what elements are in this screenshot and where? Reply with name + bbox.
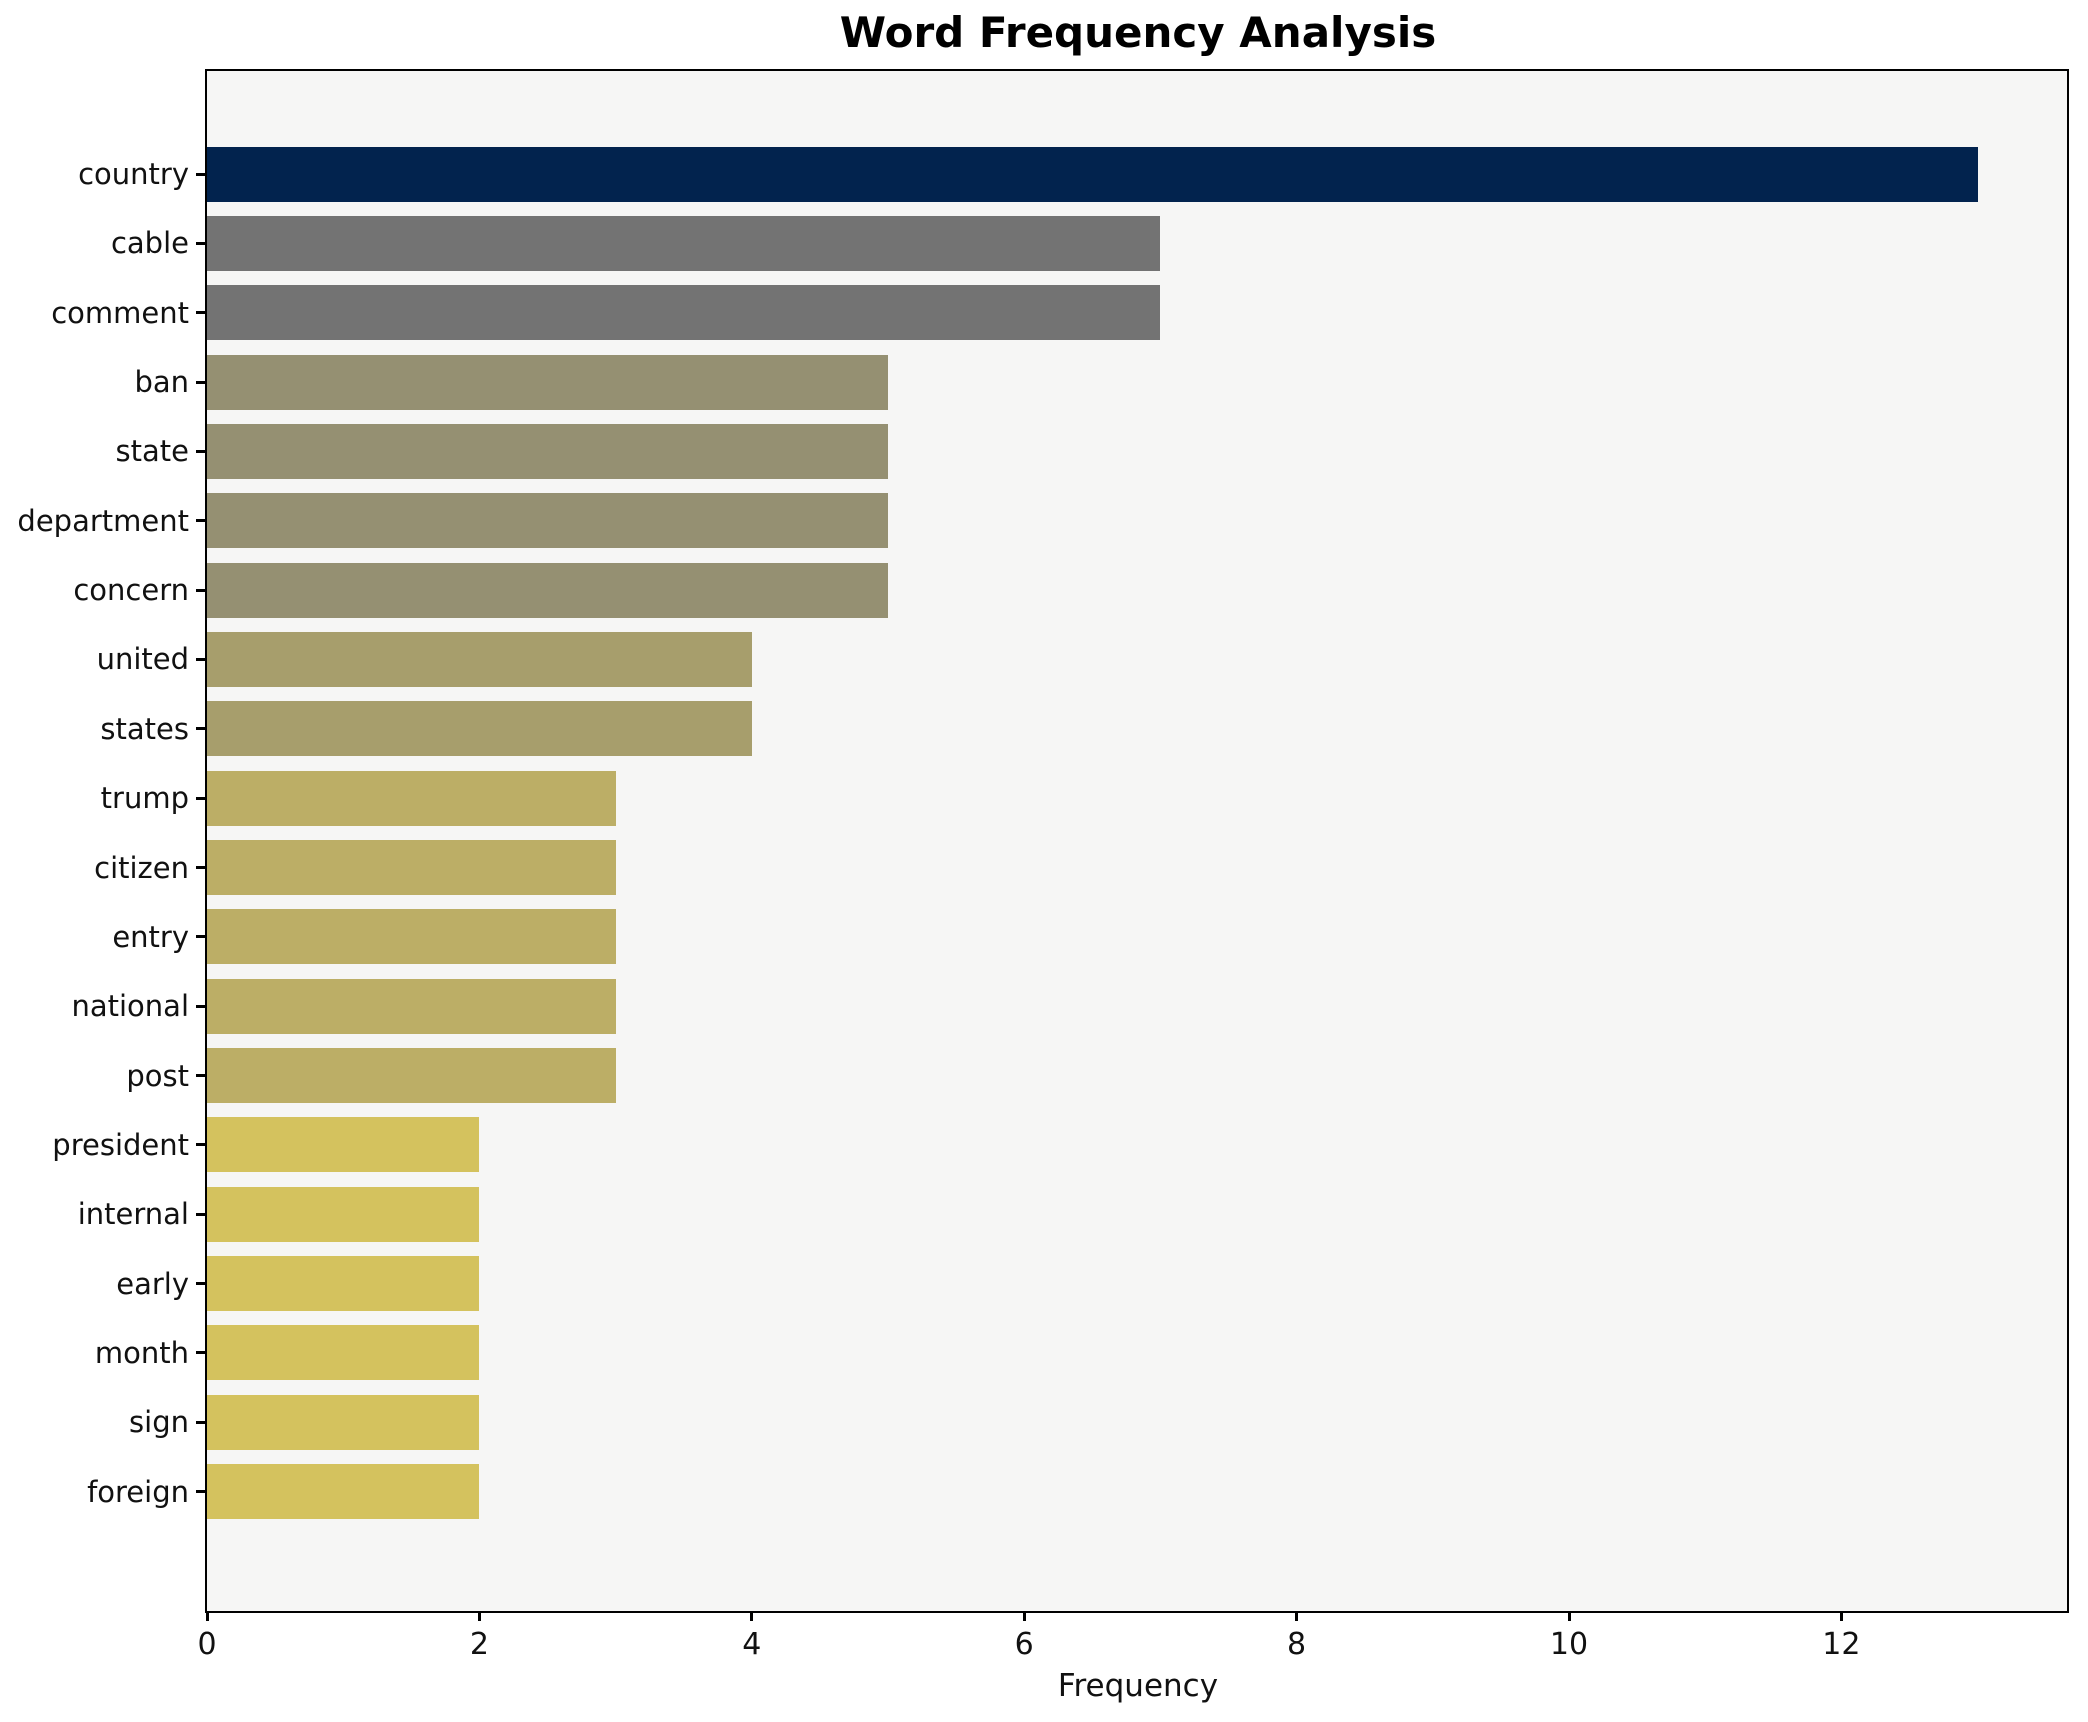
- bar-entry: [207, 909, 616, 965]
- x-tick-label-12: 12: [1822, 1627, 1861, 1662]
- y-tick-label-concern: concern: [73, 573, 189, 608]
- bar-month: [207, 1325, 480, 1381]
- bar-trump: [207, 770, 616, 826]
- y-tick-label-president: president: [52, 1127, 189, 1162]
- y-tick-early: [196, 1282, 205, 1286]
- y-tick-label-month: month: [94, 1335, 189, 1370]
- x-tick-10: [1567, 1611, 1571, 1621]
- y-tick-label-department: department: [17, 503, 189, 538]
- y-tick-label-united: united: [96, 642, 189, 677]
- bar-state: [207, 423, 888, 479]
- x-tick-4: [750, 1611, 754, 1621]
- y-tick-label-cable: cable: [110, 226, 189, 261]
- plot-area: [205, 69, 2069, 1613]
- y-tick-states: [196, 727, 205, 731]
- y-tick-label-trump: trump: [100, 781, 189, 816]
- bar-early: [207, 1256, 480, 1312]
- y-tick-country: [196, 172, 205, 176]
- x-tick-6: [1022, 1611, 1026, 1621]
- bar-ban: [207, 354, 888, 410]
- bar-citizen: [207, 840, 616, 895]
- y-tick-ban: [196, 380, 205, 384]
- bar-internal: [207, 1186, 480, 1242]
- bar-president: [207, 1117, 480, 1173]
- x-tick-label-10: 10: [1549, 1627, 1589, 1662]
- x-tick-2: [477, 1611, 481, 1621]
- y-tick-label-sign: sign: [129, 1405, 189, 1440]
- y-tick-united: [196, 657, 205, 661]
- x-tick-label-6: 6: [1014, 1627, 1034, 1662]
- y-tick-label-foreign: foreign: [87, 1474, 189, 1509]
- bar-united: [207, 631, 752, 687]
- x-tick-8: [1295, 1611, 1299, 1621]
- bar-states: [207, 701, 752, 757]
- y-tick-label-country: country: [78, 157, 189, 191]
- y-tick-label-internal: internal: [77, 1197, 189, 1232]
- y-tick-label-national: national: [71, 989, 189, 1024]
- y-tick-month: [196, 1351, 205, 1355]
- y-tick-label-state: state: [115, 434, 189, 469]
- chart-title: Word Frequency Analysis: [839, 8, 1437, 57]
- y-tick-label-citizen: citizen: [94, 850, 189, 885]
- x-tick-label-8: 8: [1287, 1627, 1307, 1662]
- y-tick-post: [196, 1074, 205, 1078]
- y-tick-comment: [196, 311, 205, 315]
- y-tick-foreign: [196, 1490, 205, 1494]
- x-axis-label: Frequency: [1057, 1668, 1219, 1704]
- y-tick-concern: [196, 588, 205, 592]
- y-tick-label-early: early: [116, 1266, 189, 1301]
- y-tick-entry: [196, 935, 205, 939]
- bar-post: [207, 1048, 616, 1104]
- bar-comment: [207, 285, 1161, 341]
- y-tick-label-comment: comment: [51, 295, 189, 330]
- y-tick-citizen: [196, 866, 205, 869]
- bar-foreign: [207, 1464, 480, 1520]
- bar-concern: [207, 562, 888, 618]
- y-tick-national: [196, 1004, 205, 1008]
- x-tick-0: [205, 1611, 209, 1621]
- y-tick-internal: [196, 1212, 205, 1216]
- bar-department: [207, 493, 888, 549]
- y-tick-label-post: post: [126, 1058, 189, 1093]
- y-tick-cable: [196, 241, 205, 245]
- y-tick-department: [196, 519, 205, 523]
- y-tick-label-states: states: [100, 711, 189, 746]
- bar-cable: [207, 215, 1161, 271]
- x-tick-label-0: 0: [197, 1627, 217, 1662]
- y-tick-state: [196, 449, 205, 453]
- y-tick-label-entry: entry: [112, 919, 189, 954]
- bar-sign: [207, 1394, 480, 1450]
- x-tick-label-4: 4: [742, 1627, 762, 1662]
- y-tick-trump: [196, 796, 205, 800]
- y-tick-label-ban: ban: [134, 365, 189, 400]
- x-tick-label-2: 2: [469, 1627, 489, 1662]
- y-tick-sign: [196, 1420, 205, 1424]
- x-tick-12: [1839, 1611, 1843, 1621]
- bar-country: [207, 146, 1978, 202]
- y-tick-president: [196, 1143, 205, 1147]
- bar-national: [207, 978, 616, 1034]
